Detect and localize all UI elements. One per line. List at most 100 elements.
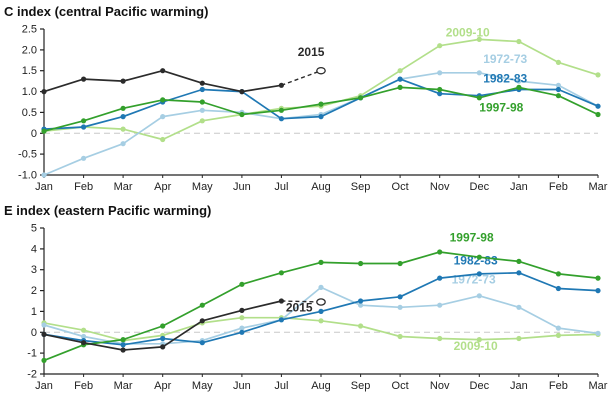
- x-tick-label: Jan: [510, 380, 528, 392]
- data-point: [160, 114, 166, 120]
- y-tick-label: 5: [31, 223, 37, 235]
- data-point: [437, 335, 443, 342]
- data-point: [81, 76, 87, 82]
- y-tick-label: 0: [31, 128, 37, 140]
- y-tick-label: 4: [31, 243, 37, 255]
- y-tick-label: 1: [31, 306, 37, 318]
- data-point: [239, 111, 245, 118]
- data-point: [199, 80, 205, 86]
- data-point: [199, 318, 205, 324]
- data-point: [239, 307, 245, 313]
- data-point: [437, 86, 443, 93]
- series-line-1972-73: [43, 286, 599, 345]
- x-tick-label: Mar: [114, 181, 133, 193]
- x-tick-label: Jun: [233, 181, 251, 193]
- data-point: [239, 281, 245, 287]
- data-point: [555, 285, 562, 292]
- data-point: [437, 91, 443, 97]
- data-point: [555, 59, 562, 65]
- y-tick-label: 1.0: [22, 86, 37, 98]
- data-point: [120, 342, 126, 348]
- data-point: [595, 111, 601, 118]
- y-tick-label: 2.5: [22, 24, 37, 36]
- data-point: [437, 249, 443, 255]
- x-tick-label: Jan: [35, 181, 53, 193]
- data-point: [199, 107, 205, 113]
- data-point: [199, 86, 205, 93]
- data-point: [41, 357, 47, 363]
- x-tick-label: Sep: [351, 181, 371, 193]
- data-point: [437, 43, 443, 49]
- x-tick-label: Dec: [470, 380, 490, 392]
- data-point: [516, 84, 522, 90]
- x-tick-label: Sep: [351, 380, 371, 392]
- y-tick-label: 2.0: [22, 44, 37, 56]
- data-point: [160, 323, 166, 329]
- data-point: [516, 304, 522, 310]
- data-point: [318, 259, 324, 265]
- data-point: [358, 95, 364, 101]
- data-point: [41, 172, 47, 178]
- data-point: [160, 335, 166, 342]
- x-tick-label: Jun: [233, 380, 251, 392]
- series-label-2015: 2015: [298, 45, 325, 59]
- data-point: [476, 95, 482, 101]
- data-point: [476, 271, 482, 277]
- data-point: [358, 323, 364, 329]
- data-point: [555, 93, 562, 99]
- chart-svg: -1.0 -0.5 0 0.5 1.0 1.5 2.0 2.5 Jan Feb Mar Apr May J…: [18, 24, 608, 194]
- chart-svg: -2 -1 0 1 2 3 4 5 Jan Feb Mar Apr May Jun Jul Aug Sep Oct…: [27, 223, 608, 393]
- series-label-2009-10: 2009-10: [446, 26, 490, 40]
- data-point: [476, 254, 482, 260]
- data-point: [120, 337, 126, 343]
- x-tick-label: Mar: [114, 380, 133, 392]
- x-tick-label: Aug: [311, 380, 331, 392]
- x-tick-label: Oct: [392, 181, 409, 193]
- data-point: [555, 271, 562, 277]
- data-point: [318, 308, 324, 314]
- data-point: [476, 337, 482, 343]
- x-tick-label: Jan: [510, 181, 528, 193]
- data-point: [318, 318, 324, 324]
- y-tick-label: -0.5: [18, 149, 37, 161]
- y-tick-label: 1.5: [22, 65, 37, 77]
- data-point: [555, 332, 562, 338]
- series-line-2015: [43, 69, 283, 93]
- data-point: [160, 97, 166, 103]
- data-point: [160, 68, 166, 74]
- y-tick-label: 0: [31, 327, 37, 339]
- data-point: [397, 333, 403, 340]
- data-point: [120, 105, 126, 111]
- data-point: [358, 298, 364, 304]
- data-point: [81, 118, 87, 124]
- data-point: [239, 329, 245, 335]
- data-point: [41, 331, 47, 337]
- data-point: [41, 128, 47, 134]
- data-point: [516, 270, 522, 276]
- data-point: [397, 260, 403, 267]
- x-tick-label: Feb: [74, 181, 93, 193]
- data-point: [476, 36, 482, 42]
- e-index-plot: -2 -1 0 1 2 3 4 5 Jan Feb Mar Apr May Jun Jul Aug Sep Oct…: [0, 218, 610, 398]
- data-point: [278, 298, 284, 304]
- x-tick-label: Apr: [154, 181, 171, 193]
- y-tick-label: 3: [31, 264, 37, 276]
- x-tick-label: May: [192, 181, 213, 193]
- series-label-1972-73: 1972-73: [483, 52, 527, 66]
- data-point: [397, 294, 403, 300]
- data-point: [239, 89, 245, 95]
- x-tick-label: Mar: [589, 380, 608, 392]
- c-index-plot: -1.0 -0.5 0 0.5 1.0 1.5 2.0 2.5 Jan Feb Mar Apr May J…: [0, 19, 610, 199]
- series-line-2015-projection: [281, 70, 322, 86]
- data-point: [318, 114, 324, 120]
- data-point: [120, 114, 126, 120]
- data-point: [278, 317, 284, 323]
- y-tick-label: 2: [31, 285, 37, 297]
- data-point: [199, 118, 205, 124]
- x-tick-label: Mar: [589, 181, 608, 193]
- data-point: [555, 82, 562, 88]
- data-point: [555, 86, 562, 93]
- x-tick-label: Feb: [74, 380, 93, 392]
- series-line-1982-83: [43, 271, 599, 346]
- data-point: [278, 116, 284, 122]
